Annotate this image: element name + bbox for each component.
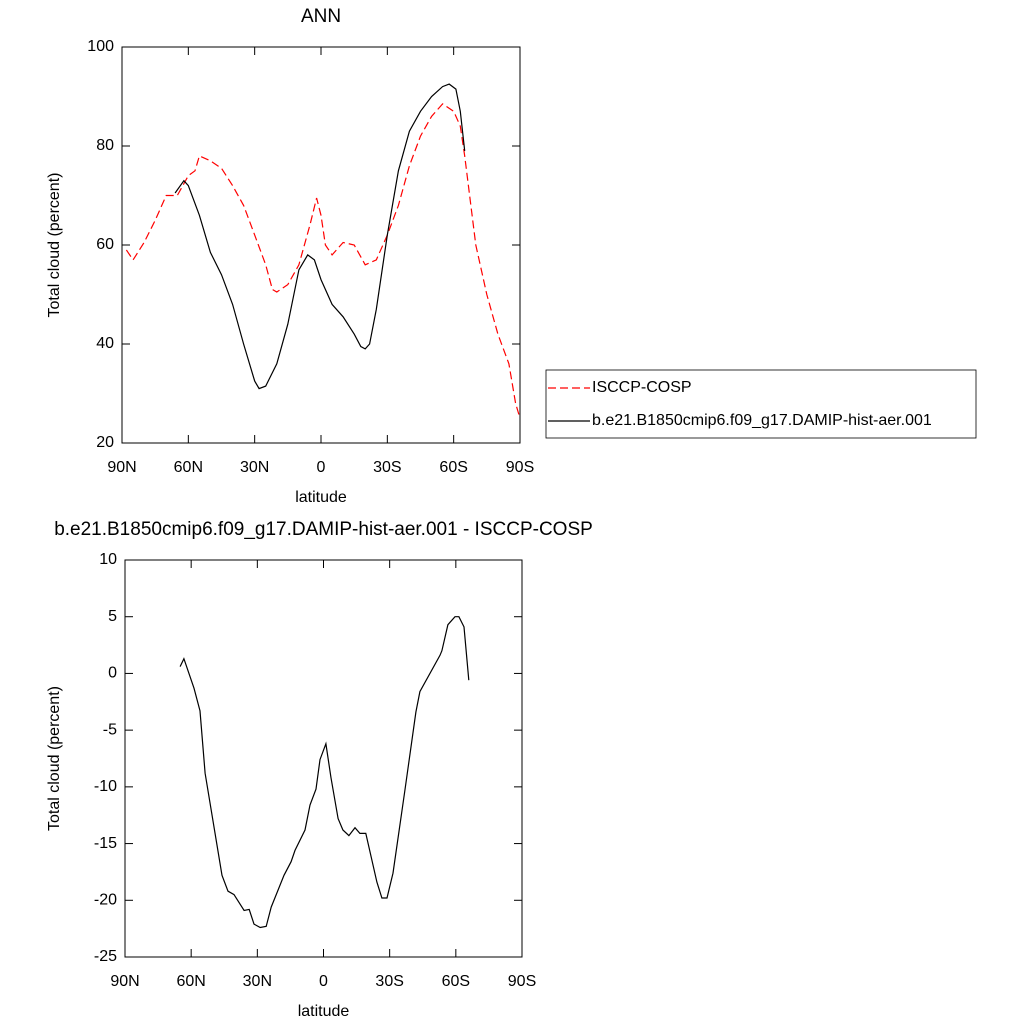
y-axis-label: Total cloud (percent) bbox=[46, 686, 63, 831]
x-tick-label: 30S bbox=[375, 973, 403, 990]
x-axis-label: latitude bbox=[295, 489, 347, 506]
y-tick-label: 40 bbox=[96, 335, 114, 352]
x-tick-label: 30S bbox=[373, 459, 401, 476]
y-tick-label: -15 bbox=[94, 835, 117, 852]
data-line bbox=[179, 616, 470, 929]
y-tick-label: 20 bbox=[96, 434, 114, 451]
x-tick-label: 30N bbox=[240, 459, 269, 476]
y-tick-label: 100 bbox=[87, 38, 114, 55]
data-line bbox=[125, 103, 521, 419]
y-tick-label: -10 bbox=[94, 778, 117, 795]
x-axis-label: latitude bbox=[298, 1003, 350, 1020]
y-tick-label: 0 bbox=[108, 665, 117, 682]
legend-box bbox=[545, 369, 977, 439]
y-tick-label: 10 bbox=[99, 551, 117, 568]
chart-title: ANN bbox=[301, 6, 341, 27]
y-tick-label: 80 bbox=[96, 137, 114, 154]
y-tick-label: 5 bbox=[108, 608, 117, 625]
y-tick-label: -20 bbox=[94, 892, 117, 909]
legend-label: ISCCP-COSP bbox=[592, 379, 692, 396]
x-tick-label: 60S bbox=[442, 973, 470, 990]
x-tick-label: 0 bbox=[317, 459, 326, 476]
x-tick-label: 30N bbox=[243, 973, 272, 990]
x-tick-label: 0 bbox=[319, 973, 328, 990]
x-tick-label: 90N bbox=[107, 459, 136, 476]
x-tick-label: 90S bbox=[508, 973, 536, 990]
legend-label: b.e21.B1850cmip6.f09_g17.DAMIP-hist-aer.… bbox=[592, 412, 932, 429]
x-tick-label: 90N bbox=[110, 973, 139, 990]
x-tick-label: 60S bbox=[439, 459, 467, 476]
plot-frame bbox=[124, 559, 523, 958]
chart-title: b.e21.B1850cmip6.f09_g17.DAMIP-hist-aer.… bbox=[54, 519, 593, 540]
x-tick-label: 60N bbox=[176, 973, 205, 990]
y-tick-label: -5 bbox=[103, 721, 117, 738]
x-tick-label: 60N bbox=[174, 459, 203, 476]
plot-frame bbox=[121, 46, 521, 444]
data-line bbox=[174, 83, 466, 390]
x-tick-label: 90S bbox=[506, 459, 534, 476]
y-axis-label: Total cloud (percent) bbox=[46, 173, 63, 318]
y-tick-label: -25 bbox=[94, 948, 117, 965]
y-tick-label: 60 bbox=[96, 236, 114, 253]
